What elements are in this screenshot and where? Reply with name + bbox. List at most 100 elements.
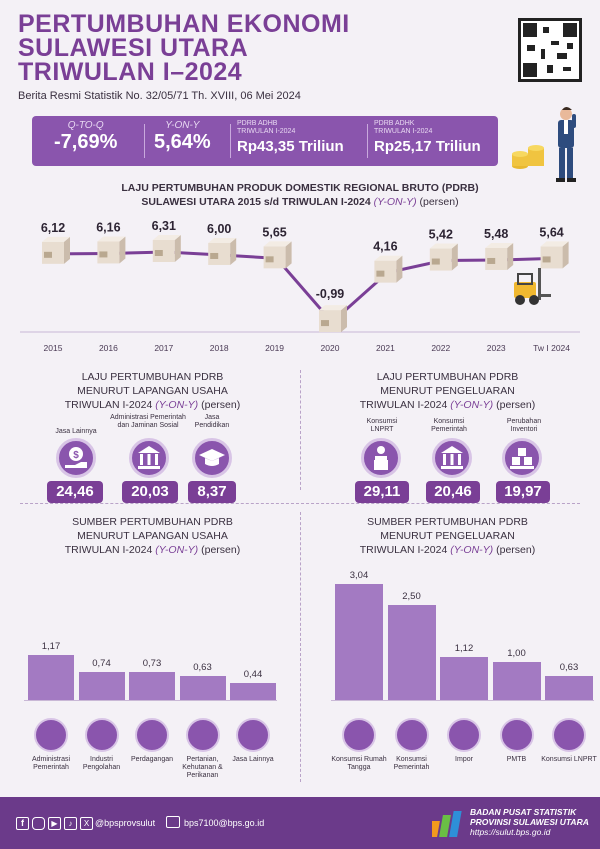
kpi-qtoq-label: Q-TO-Q: [67, 120, 104, 131]
title-line-3: TRIWULAN I–2024: [18, 58, 243, 86]
data-label: 5,65: [262, 225, 286, 239]
kpi-adhk-value: Rp25,17 Triliun: [374, 138, 481, 155]
data-label: 5,64: [539, 225, 563, 239]
pengeluaran-title-line3-wrap: TRIWULAN I-2024 (Y-ON-Y) (persen): [315, 398, 580, 412]
sumber-lap-title-unit: (persen): [201, 544, 241, 556]
shopping-cart-icon: [342, 718, 376, 752]
svg-text:$: $: [73, 450, 79, 461]
twitter-icon[interactable]: X: [80, 817, 93, 830]
lap-usaha-title-unit: (persen): [201, 399, 241, 411]
bar-value-label: 0,74: [92, 657, 111, 669]
pengeluaran-title-italic: (Y-ON-Y): [450, 399, 494, 411]
email-icon: [166, 816, 180, 828]
government-building-icon: [129, 438, 169, 478]
x-tick-label: Tw I 2024: [533, 343, 570, 353]
data-label: 4,16: [373, 240, 397, 254]
pengeluaran-title-line1: LAJU PERTUMBUHAN PDRB: [376, 371, 519, 383]
graduation-cap-icon: [192, 438, 232, 478]
growth-chart-title-line2-wrap: SULAWESI UTARA 2015 s/d TRIWULAN I-2024 …: [60, 195, 540, 209]
facebook-icon[interactable]: f: [16, 817, 29, 830]
ship-icon: [447, 718, 481, 752]
pengeluaran-value-2: 19,97: [496, 481, 550, 503]
x-tick-label: 2020: [321, 343, 340, 353]
bar-value-label: 0,63: [193, 661, 212, 673]
money-hand-icon: $: [56, 438, 96, 478]
x-tick-label: 2019: [265, 343, 284, 353]
growth-chart-title-unit: (persen): [419, 196, 459, 208]
email-address[interactable]: bps7100@bps.go.id: [184, 818, 265, 828]
forklift-icon: [514, 268, 551, 305]
social-handle[interactable]: @bpsprovsulut: [95, 818, 156, 828]
government-building-icon: [432, 438, 472, 478]
kpi-yony-value: 5,64%: [154, 131, 211, 153]
lap-usaha-title-line3-wrap: TRIWULAN I-2024 (Y-ON-Y) (persen): [20, 398, 285, 412]
lap-usaha-item-label-1: Administrasi Pemerintah dan Jaminan Sosi…: [110, 414, 186, 429]
sumber-lap-title-line1: SUMBER PERTUMBUHAN PDRB: [72, 516, 233, 528]
data-point-box: [374, 255, 403, 283]
data-point-box: [152, 235, 181, 262]
org-line2: PROVINSI SULAWESI UTARA: [470, 817, 589, 827]
bps-logo-icon: [432, 811, 462, 837]
bar-category-label: Impor: [455, 756, 473, 763]
lap-usaha-title: LAJU PERTUMBUHAN PDRB MENURUT LAPANGAN U…: [20, 370, 285, 412]
bar-category-label: Konsumsi LNPRT: [541, 756, 597, 763]
government-building-icon: [394, 718, 429, 752]
crane-icon: [499, 718, 534, 752]
sumber-lap-title-line3-wrap: TRIWULAN I-2024 (Y-ON-Y) (persen): [20, 543, 285, 557]
social-icons: f ▶ ♪ X: [16, 817, 93, 830]
factory-icon: [84, 718, 119, 752]
money-hand-icon: [236, 718, 270, 752]
bar-value-label: 3,04: [349, 570, 369, 581]
x-tick-label: 2023: [487, 343, 506, 353]
bar-value-label: 1,00: [507, 647, 526, 659]
lap-usaha-title-line1: LAJU PERTUMBUHAN PDRB: [81, 371, 224, 383]
org-website[interactable]: https://sulut.bps.go.id: [470, 827, 551, 837]
data-label: 5,48: [484, 227, 508, 241]
growth-line: [54, 250, 554, 325]
data-point-box: [42, 236, 70, 264]
pengeluaran-title-line3: TRIWULAN I-2024: [359, 399, 448, 411]
pengeluaran-item-label-1: Konsumsi Pemerintah: [431, 418, 467, 433]
kpi-adhk-label1: PDRB ADHK: [374, 120, 415, 127]
instagram-icon[interactable]: [32, 817, 45, 830]
kpi-adhb-value: Rp43,35 Triliun: [237, 138, 344, 155]
sumber-lap-title-italic: (Y-ON-Y): [155, 544, 199, 556]
x-tick-label: 2016: [99, 343, 118, 353]
bar-category-label: Jasa Lainnya: [232, 756, 274, 763]
growth-line-chart: 6,12 2015 6,16 2016 6,31 2017 6,00 2018 5,65 2019…: [20, 219, 580, 353]
bar-category-label: Pertanian, Kehutanan & Perikanan: [182, 756, 223, 779]
plant-icon: [185, 718, 220, 752]
lap-usaha-item-label-2: Jasa Pendidikan: [194, 414, 230, 429]
bar: [129, 672, 175, 700]
sumber-peng-title-unit: (persen): [496, 544, 536, 556]
x-tick-label: 2022: [431, 343, 450, 353]
lap-usaha-value-1: 20,03: [122, 481, 178, 503]
bar: [28, 655, 74, 700]
growth-chart-title: LAJU PERTUMBUHAN PRODUK DOMESTIK REGIONA…: [60, 181, 540, 209]
data-point-box: [429, 243, 458, 271]
pengeluaran-title-unit: (persen): [496, 399, 536, 411]
lap-usaha-value-0: 24,46: [47, 481, 103, 503]
org-name: BADAN PUSAT STATISTIK PROVINSI SULAWESI …: [470, 807, 589, 837]
sumber-lap-title: SUMBER PERTUMBUHAN PDRB MENURUT LAPANGAN…: [20, 515, 285, 557]
bar: [230, 683, 276, 700]
bar-baseline: [331, 700, 594, 701]
kpi-adhb-label1: PDRB ADHB: [237, 120, 278, 127]
tiktok-icon[interactable]: ♪: [64, 817, 77, 830]
youtube-icon[interactable]: ▶: [48, 817, 61, 830]
qr-code-icon[interactable]: [518, 18, 582, 82]
lap-usaha-value-2: 8,37: [188, 481, 236, 503]
data-point-box: [97, 236, 126, 264]
bar-category-label: Konsumsi Pemerintah: [393, 756, 430, 771]
bar-category-label: Konsumsi Rumah Tangga: [331, 756, 387, 771]
bar-category-label: Perdagangan: [130, 756, 174, 763]
pengeluaran-value-0: 29,11: [355, 481, 409, 503]
bar: [387, 604, 436, 700]
data-label: 6,16: [96, 220, 120, 234]
bar-category-label: Industri Pengolahan: [82, 756, 121, 771]
bar-value-label: 0,73: [142, 658, 162, 670]
bar: [335, 584, 383, 700]
kpi-adhb-label2: TRIWULAN I-2024: [237, 128, 296, 135]
data-point-box: [485, 242, 514, 270]
bar-category-label: PMTB: [506, 756, 527, 763]
